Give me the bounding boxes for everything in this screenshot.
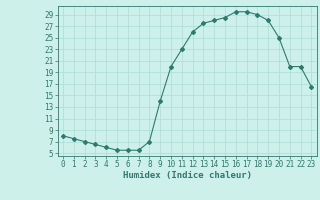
- X-axis label: Humidex (Indice chaleur): Humidex (Indice chaleur): [123, 171, 252, 180]
